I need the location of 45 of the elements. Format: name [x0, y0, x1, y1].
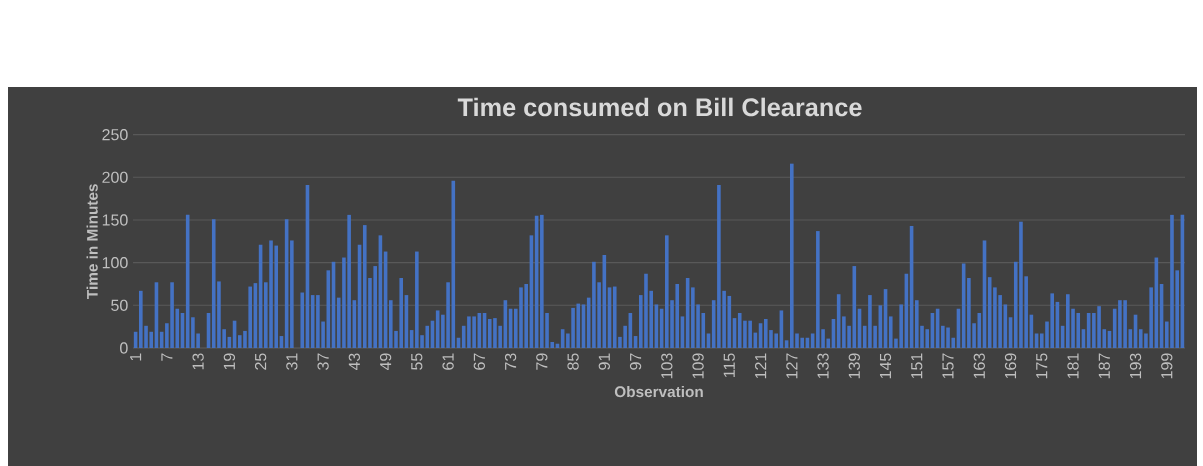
x-tick-label: 133 — [817, 353, 829, 379]
x-tick-label: 37 — [317, 353, 329, 370]
y-tick-label: 200 — [102, 171, 128, 183]
x-tick-label: 151 — [911, 353, 923, 379]
x-tick-label: 85 — [567, 353, 579, 370]
y-tick-label: 250 — [102, 129, 128, 141]
x-tick-label: 61 — [442, 353, 454, 370]
y-tick-label: 100 — [102, 257, 128, 269]
x-tick-label: 25 — [254, 353, 267, 370]
x-tick-label: 49 — [379, 353, 392, 371]
x-tick-label: 67 — [473, 353, 485, 370]
y-tick-label: 150 — [102, 214, 128, 226]
x-tick-label: 7 — [161, 353, 173, 361]
x-tick-label: 43 — [348, 353, 360, 371]
x-tick-label: 181 — [1067, 353, 1079, 379]
x-tick-label: 19 — [223, 353, 236, 370]
y-tick-label: 50 — [111, 299, 128, 311]
x-tick-label: 1 — [130, 353, 142, 361]
x-axis-title: Observation — [614, 385, 703, 398]
x-tick-label: 97 — [629, 353, 642, 370]
x-tick-label: 175 — [1036, 353, 1048, 379]
x-tick-label: 127 — [786, 353, 798, 379]
x-tick-label: 121 — [754, 353, 767, 379]
x-tick-label: 55 — [411, 353, 423, 370]
bar — [300, 292, 305, 348]
x-tick-label: 91 — [598, 353, 610, 370]
x-tick-label: 145 — [879, 353, 892, 379]
bar — [290, 240, 294, 348]
y-tick-label: 0 — [120, 342, 128, 354]
x-tick-label: 157 — [942, 353, 954, 379]
x-tick-label: 163 — [973, 353, 985, 379]
x-tick-label: 115 — [723, 353, 735, 377]
y-axis-title: Time in Minutes — [86, 184, 98, 299]
x-tick-label: 103 — [661, 353, 673, 379]
x-tick-label: 193 — [1129, 353, 1142, 379]
x-tick-label: 73 — [504, 353, 517, 370]
x-tick-label: 139 — [848, 353, 860, 379]
x-tick-label: 31 — [286, 353, 298, 370]
x-tick-label: 187 — [1098, 353, 1110, 379]
x-tick-label: 199 — [1161, 353, 1173, 379]
x-tick-label: 169 — [1004, 353, 1017, 379]
x-tick-label: 79 — [536, 353, 548, 370]
x-tick-label: 13 — [192, 353, 204, 370]
x-tick-label: 109 — [692, 353, 704, 379]
chart-title: Time consumed on Bill Clearance — [457, 97, 862, 117]
